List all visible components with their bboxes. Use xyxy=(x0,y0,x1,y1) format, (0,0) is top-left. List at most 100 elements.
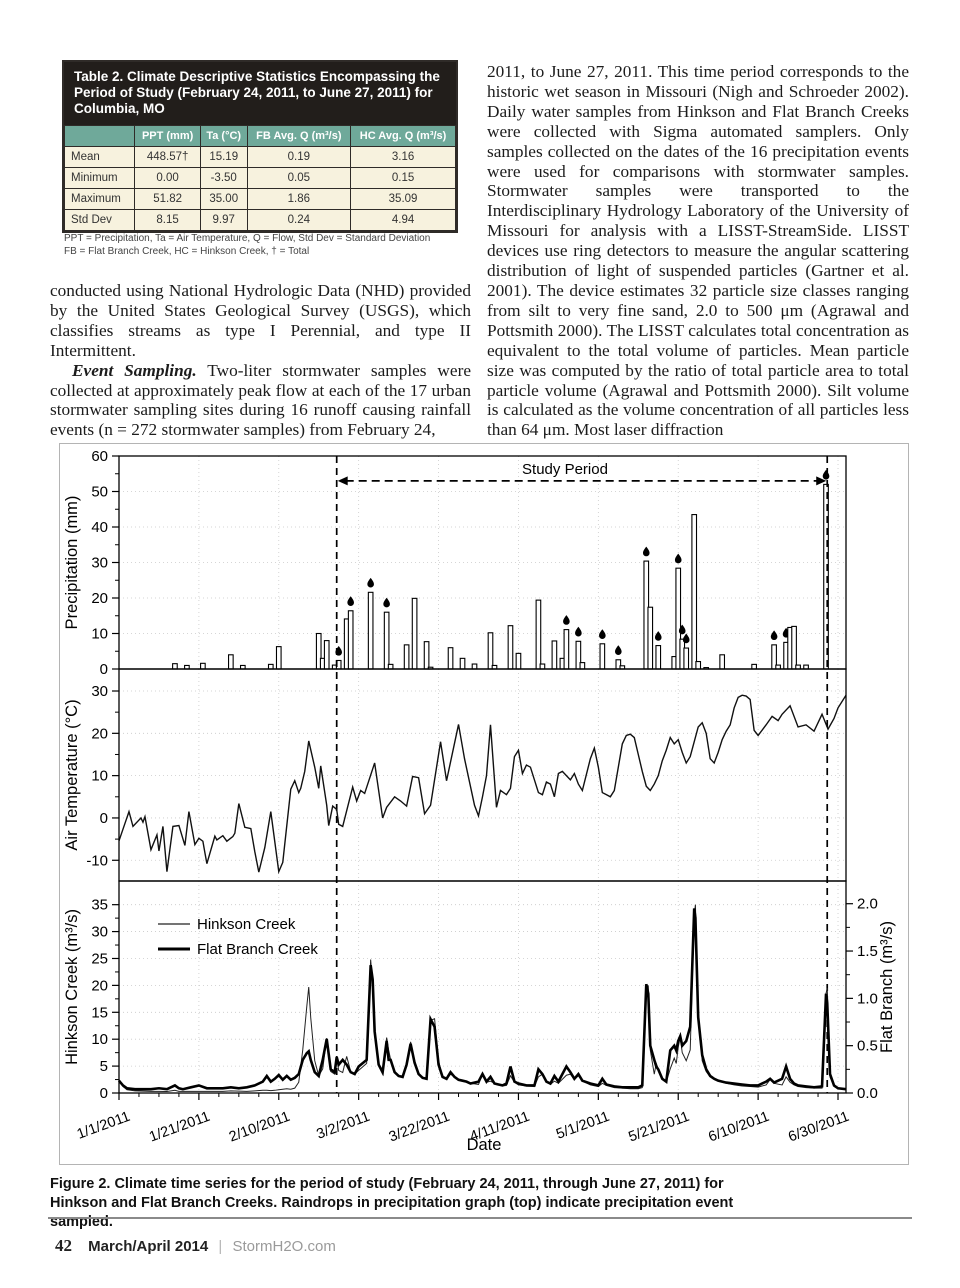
page-number: 42 xyxy=(55,1236,72,1255)
raindrop-icon xyxy=(674,553,682,564)
right-axis-tick-label: 0.0 xyxy=(857,1085,878,1102)
raindrop-icon xyxy=(347,596,354,606)
column-header: Ta (°C) xyxy=(199,125,248,147)
precip-bar xyxy=(459,657,466,670)
raindrop-icon xyxy=(563,615,570,625)
column-header: HC Avg. Q (m³/s) xyxy=(350,125,456,147)
precip-bar xyxy=(515,652,522,670)
x-tick-label: 1/1/2011 xyxy=(75,1109,133,1143)
table-row: Minimum 0.00 -3.50 0.05 0.15 xyxy=(63,167,456,189)
study-period-label: Study Period xyxy=(522,461,608,478)
precip-bar xyxy=(411,597,418,670)
hinkson-axis-title: Hinkson Creek (m³/s) xyxy=(63,909,81,1065)
precip-bar xyxy=(563,629,570,670)
table-row: Maximum 51.82 35.00 1.86 35.09 xyxy=(63,188,456,210)
table-footnote: PPT = Precipitation, Ta = Air Temperatur… xyxy=(64,233,431,257)
precip-bar xyxy=(323,640,330,670)
issue-label: March/April 2014 xyxy=(88,1238,209,1255)
precip-bar xyxy=(539,663,546,670)
x-tick-label: 3/2/2011 xyxy=(315,1109,373,1143)
precip-bar xyxy=(683,647,690,670)
table-row: Std Dev 8.15 9.97 0.24 4.94 xyxy=(63,209,456,231)
article-right-column: 2011, to June 27, 2011. This time period… xyxy=(487,62,909,440)
precip-bar xyxy=(267,663,274,670)
svg-text:5: 5 xyxy=(100,1058,108,1075)
column-header: PPT (mm) xyxy=(134,125,201,147)
legend-hinkson-label: Hinkson Creek xyxy=(197,916,296,933)
precip-bar xyxy=(719,654,726,670)
arrowhead-right xyxy=(816,476,827,486)
x-tick-label: 5/21/2011 xyxy=(627,1109,692,1146)
figure-2-caption: Figure 2. Climate time series for the pe… xyxy=(50,1176,734,1230)
svg-text:10: 10 xyxy=(91,1031,108,1048)
svg-text:30: 30 xyxy=(91,683,108,700)
precip-bar xyxy=(367,591,374,670)
legend-flatbranch-label: Flat Branch Creek xyxy=(197,941,318,958)
x-tick-label: 2/10/2011 xyxy=(227,1109,292,1146)
precip-bar xyxy=(447,647,454,670)
precip-bar xyxy=(200,662,206,670)
svg-text:30: 30 xyxy=(91,555,108,572)
raindrop-icon xyxy=(383,597,390,608)
svg-text:30: 30 xyxy=(91,924,108,941)
event-sampling-heading: Event Sampling. xyxy=(72,360,197,380)
column-header xyxy=(63,125,136,147)
raindrop-icon xyxy=(770,630,778,641)
precip-bar xyxy=(751,663,757,670)
air-temperature-line xyxy=(118,694,847,875)
precip-bar xyxy=(275,646,282,670)
x-tick-label: 3/22/2011 xyxy=(387,1109,452,1146)
table-header-row: PPT (mm) Ta (°C) FB Avg. Q (m³/s) HC Avg. Q… xyxy=(63,125,456,147)
precip-axis-title: Precipitation (mm) xyxy=(63,496,81,630)
precip-bar xyxy=(172,663,178,670)
precip-bar xyxy=(791,625,797,670)
figure-2-climate-time-series-chart: Study Period Hinkson Creek Flat Branch Cre… xyxy=(63,448,896,1154)
precip-bar xyxy=(387,663,394,670)
precip-bar xyxy=(551,640,558,670)
precip-bar xyxy=(655,645,662,670)
svg-text:40: 40 xyxy=(91,519,108,536)
right-axis-tick-label: 1.0 xyxy=(857,990,878,1007)
footer-rule xyxy=(48,1217,912,1219)
precip-bar xyxy=(599,643,606,670)
right-axis-tick-label: 0.5 xyxy=(857,1038,878,1055)
table-title: Table 2. Climate Descriptive Statistics … xyxy=(64,62,456,125)
paragraph: Event Sampling. Two-liter stormwater sam… xyxy=(50,360,471,440)
article-left-column: conducted using National Hydrologic Data… xyxy=(50,281,471,440)
temp-axis-title: Air Temperature (°C) xyxy=(63,699,81,850)
precip-bar xyxy=(535,599,542,670)
raindrop-icon xyxy=(615,645,622,655)
svg-text:20: 20 xyxy=(91,977,108,994)
raindrop-icon xyxy=(642,546,650,557)
raindrop-icon xyxy=(575,626,582,637)
table-row: Mean 448.57† 15.19 0.19 3.16 xyxy=(63,146,456,168)
svg-text:15: 15 xyxy=(91,1004,108,1021)
flatbranch-axis-title: Flat Branch (m³/s) xyxy=(878,921,896,1053)
raindrop-icon xyxy=(654,631,662,641)
raindrop-icon xyxy=(822,469,830,480)
right-axis-tick-label: 1.5 xyxy=(857,943,878,960)
svg-text:25: 25 xyxy=(91,950,108,967)
paragraph: 2011, to June 27, 2011. This time period… xyxy=(487,62,909,440)
precip-bar xyxy=(383,611,390,670)
svg-text:20: 20 xyxy=(91,590,108,607)
precip-bar xyxy=(347,610,354,670)
precip-bar xyxy=(691,514,698,670)
table-2-climate-statistics: Table 2. Climate Descriptive Statistics … xyxy=(62,60,458,233)
svg-text:-10: -10 xyxy=(86,852,108,869)
arrowhead-left xyxy=(337,476,348,486)
flat-branch-line xyxy=(118,908,847,1091)
x-tick-label: 6/10/2011 xyxy=(706,1109,771,1146)
right-axis-tick-label: 2.0 xyxy=(857,896,878,913)
svg-text:20: 20 xyxy=(91,725,108,742)
footer: 42 March/April 2014 | StormH2O.com xyxy=(55,1236,336,1256)
column-header: FB Avg. Q (m³/s) xyxy=(246,125,352,147)
svg-text:0: 0 xyxy=(100,810,108,827)
svg-text:35: 35 xyxy=(91,897,108,914)
precip-bar xyxy=(507,625,514,670)
precip-bar xyxy=(471,663,478,670)
paragraph: conducted using National Hydrologic Data… xyxy=(50,281,471,360)
x-tick-label: 1/21/2011 xyxy=(147,1109,212,1146)
precip-bar xyxy=(487,632,494,670)
